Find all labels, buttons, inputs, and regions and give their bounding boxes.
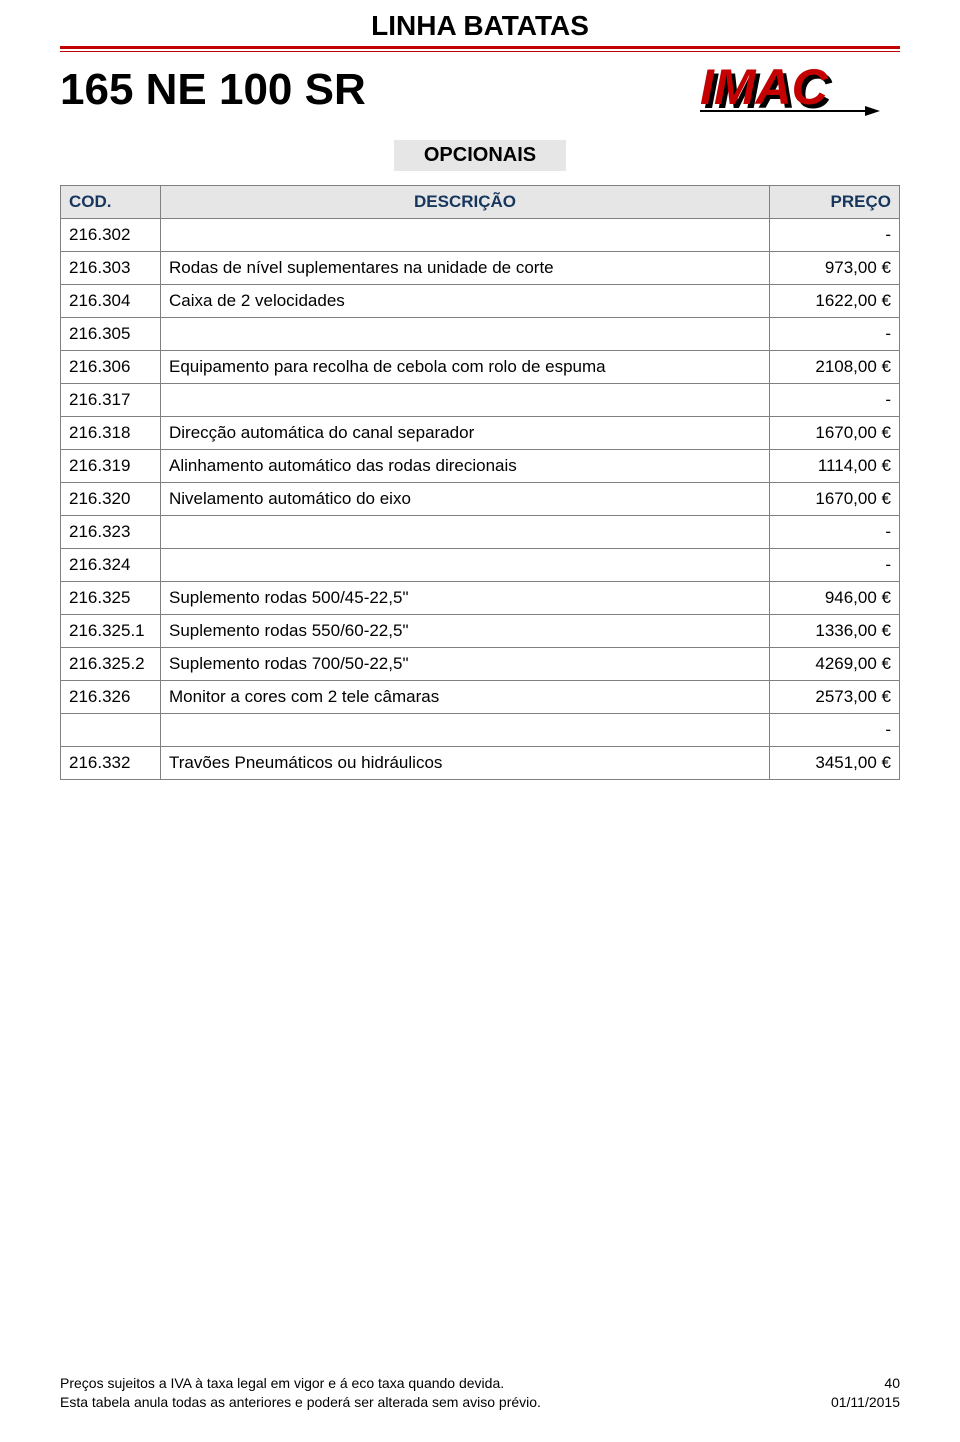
cell-desc — [161, 384, 770, 417]
cell-price: 2573,00 € — [770, 681, 900, 714]
footer: Preços sujeitos a IVA à taxa legal em vi… — [60, 1374, 900, 1412]
cell-cod: 216.303 — [61, 252, 161, 285]
header-rule-thin — [60, 51, 900, 52]
cell-cod: 216.326 — [61, 681, 161, 714]
cell-cod: 216.306 — [61, 351, 161, 384]
table-row: 216.319Alinhamento automático das rodas … — [61, 450, 900, 483]
cell-cod: 216.317 — [61, 384, 161, 417]
header-rule-thick — [60, 46, 900, 49]
cell-cod: 216.302 — [61, 219, 161, 252]
footer-line2: Esta tabela anula todas as anteriores e … — [60, 1393, 541, 1412]
cell-desc: Travões Pneumáticos ou hidráulicos — [161, 747, 770, 780]
cell-desc: Rodas de nível suplementares na unidade … — [161, 252, 770, 285]
cell-price: - — [770, 516, 900, 549]
cell-price: - — [770, 549, 900, 582]
col-header-cod: COD. — [61, 186, 161, 219]
table-row: 216.326Monitor a cores com 2 tele câmara… — [61, 681, 900, 714]
cell-cod: 216.323 — [61, 516, 161, 549]
table-row: 216.325.2Suplemento rodas 700/50-22,5"42… — [61, 648, 900, 681]
cell-cod — [61, 714, 161, 747]
cell-price: 1670,00 € — [770, 417, 900, 450]
cell-price: 1622,00 € — [770, 285, 900, 318]
cell-desc — [161, 714, 770, 747]
cell-desc: Direcção automática do canal separador — [161, 417, 770, 450]
table-header-row: COD. DESCRIÇÃO PREÇO — [61, 186, 900, 219]
table-row: 216.325Suplemento rodas 500/45-22,5"946,… — [61, 582, 900, 615]
cell-cod: 216.305 — [61, 318, 161, 351]
cell-desc: Suplemento rodas 550/60-22,5" — [161, 615, 770, 648]
cell-cod: 216.320 — [61, 483, 161, 516]
cell-cod: 216.332 — [61, 747, 161, 780]
cell-desc: Suplemento rodas 700/50-22,5" — [161, 648, 770, 681]
cell-price: - — [770, 318, 900, 351]
cell-cod: 216.318 — [61, 417, 161, 450]
table-row: 216.302 - — [61, 219, 900, 252]
cell-desc: Alinhamento automático das rodas direcio… — [161, 450, 770, 483]
cell-price: - — [770, 219, 900, 252]
section-label: OPCIONAIS — [394, 140, 566, 171]
footer-left: Preços sujeitos a IVA à taxa legal em vi… — [60, 1374, 541, 1412]
svg-text:IMAC: IMAC — [700, 60, 829, 115]
col-header-desc: DESCRIÇÃO — [161, 186, 770, 219]
footer-page-num: 40 — [831, 1374, 900, 1393]
cell-desc — [161, 318, 770, 351]
cell-price: 2108,00 € — [770, 351, 900, 384]
cell-cod: 216.319 — [61, 450, 161, 483]
cell-cod: 216.324 — [61, 549, 161, 582]
brand-logo: IMAC IMAC — [700, 60, 900, 120]
col-header-price: PREÇO — [770, 186, 900, 219]
cell-cod: 216.304 — [61, 285, 161, 318]
cell-desc: Monitor a cores com 2 tele câmaras — [161, 681, 770, 714]
cell-price: 1336,00 € — [770, 615, 900, 648]
table-row: 216.320Nivelamento automático do eixo167… — [61, 483, 900, 516]
table-row: 216.303Rodas de nível suplementares na u… — [61, 252, 900, 285]
cell-price: 973,00 € — [770, 252, 900, 285]
table-row: 216.305 - — [61, 318, 900, 351]
cell-price: 3451,00 € — [770, 747, 900, 780]
cell-desc — [161, 549, 770, 582]
subheader-row: 165 NE 100 SR IMAC IMAC — [60, 60, 900, 120]
cell-price: 1670,00 € — [770, 483, 900, 516]
table-row: 216.304Caixa de 2 velocidades1622,00 € — [61, 285, 900, 318]
model-title: 165 NE 100 SR — [60, 65, 366, 115]
cell-desc: Suplemento rodas 500/45-22,5" — [161, 582, 770, 615]
table-row: 216.323 - — [61, 516, 900, 549]
table-row: 216.318Direcção automática do canal sepa… — [61, 417, 900, 450]
cell-price: 1114,00 € — [770, 450, 900, 483]
cell-cod: 216.325.2 — [61, 648, 161, 681]
cell-desc: Equipamento para recolha de cebola com r… — [161, 351, 770, 384]
table-row: 216.332Travões Pneumáticos ou hidráulico… — [61, 747, 900, 780]
cell-price: - — [770, 384, 900, 417]
cell-desc: Nivelamento automático do eixo — [161, 483, 770, 516]
footer-line1: Preços sujeitos a IVA à taxa legal em vi… — [60, 1374, 541, 1393]
options-table: COD. DESCRIÇÃO PREÇO 216.302-216.303Roda… — [60, 185, 900, 780]
table-row: 216.317 - — [61, 384, 900, 417]
cell-price: - — [770, 714, 900, 747]
cell-desc: Caixa de 2 velocidades — [161, 285, 770, 318]
table-row: 216.324 - — [61, 549, 900, 582]
cell-cod: 216.325 — [61, 582, 161, 615]
cell-price: 946,00 € — [770, 582, 900, 615]
table-row: 216.325.1Suplemento rodas 550/60-22,5"13… — [61, 615, 900, 648]
table-row: 216.306Equipamento para recolha de cebol… — [61, 351, 900, 384]
line-title: LINHA BATATAS — [60, 10, 900, 42]
footer-date: 01/11/2015 — [831, 1393, 900, 1412]
table-row: - — [61, 714, 900, 747]
section-label-wrap: OPCIONAIS — [60, 140, 900, 171]
footer-right: 40 01/11/2015 — [831, 1374, 900, 1412]
cell-desc — [161, 516, 770, 549]
cell-desc — [161, 219, 770, 252]
cell-price: 4269,00 € — [770, 648, 900, 681]
cell-cod: 216.325.1 — [61, 615, 161, 648]
